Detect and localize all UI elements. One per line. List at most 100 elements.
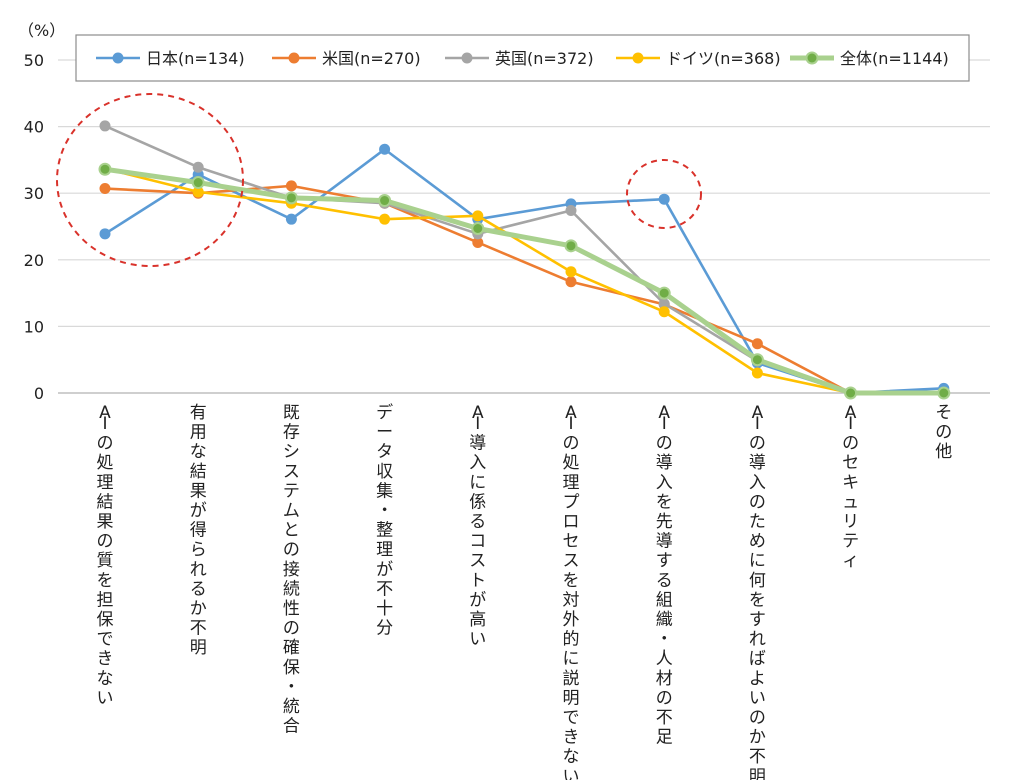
y-tick-label: 30 [24, 184, 44, 203]
category-label-char: を [656, 492, 673, 512]
category-label-char: ば [749, 649, 766, 669]
category-label-char: れ [190, 560, 207, 580]
category-label-char: を [563, 571, 580, 591]
category-label-char: が [376, 560, 393, 580]
category-label-char: 導 [656, 453, 673, 473]
category-label-char: ス [469, 551, 486, 571]
category-label-char: I [662, 414, 667, 434]
data-point [657, 286, 671, 300]
category-label-char: ト [469, 571, 486, 591]
legend-entry: 全体(n=1144) [790, 49, 949, 68]
category-label-char: の [97, 532, 114, 552]
legend-label: 全体(n=1144) [840, 49, 949, 68]
category-label-char: が [469, 590, 486, 610]
category-label-char: で [97, 630, 114, 650]
category-label-char: 導 [469, 434, 486, 454]
data-point [285, 180, 297, 192]
data-point [98, 162, 112, 176]
category-label-char: 入 [469, 453, 486, 473]
category-label-char: ロ [563, 512, 580, 532]
category-label-char: 導 [749, 453, 766, 473]
legend-swatch-marker [461, 52, 473, 64]
category-label-char: そ [935, 403, 952, 423]
legend: 日本(n=134) 米国(n=270) 英国(n=372) ドイツ(n=368) 全体(… [75, 34, 970, 82]
category-label-char: 保 [283, 658, 300, 678]
category-label-char: 結 [97, 492, 114, 512]
category-label-char: 十 [376, 599, 393, 619]
category-label-char: キ [842, 473, 859, 493]
category-label-char: 人 [656, 649, 673, 669]
category-label-char: ス [283, 462, 300, 482]
category-label-char: の [749, 708, 766, 728]
category-label-char: め [749, 532, 766, 552]
category-label-char: ィ [842, 551, 859, 571]
data-point [471, 221, 485, 235]
data-point [844, 386, 858, 400]
category-label-char: 不 [376, 579, 393, 599]
data-point [285, 213, 297, 225]
y-tick-label: 0 [34, 384, 44, 403]
category-label-char: 有 [190, 403, 207, 423]
category-label-char: リ [842, 512, 859, 532]
category-label-char: 処 [97, 453, 114, 473]
category-label-char: 性 [283, 599, 300, 619]
category-label-char: 対 [563, 590, 580, 610]
category-label-char: の [283, 540, 300, 560]
category-label-char: 不 [656, 708, 673, 728]
category-label-char: の [935, 423, 952, 443]
category-label-char: ュ [842, 492, 859, 512]
data-point [658, 298, 670, 310]
data-point [565, 276, 577, 288]
data-point [750, 353, 764, 367]
annotation-circle [56, 93, 244, 267]
category-label-char: と [283, 521, 300, 541]
legend-swatch-marker [112, 52, 124, 64]
category-label-char: プ [563, 492, 580, 512]
category-label-char: ・ [376, 501, 393, 521]
category-label-char: テ [283, 481, 300, 501]
data-point [565, 266, 577, 278]
category-label-char: す [749, 610, 766, 630]
category-label-char: 存 [283, 423, 300, 443]
legend-entry: 英国(n=372) [445, 49, 594, 68]
category-label-char: 既 [283, 403, 300, 423]
category-label-char: の [656, 688, 673, 708]
legend-entry: ドイツ(n=368) [616, 49, 781, 68]
category-label-char: 収 [376, 462, 393, 482]
category-label-char: が [190, 501, 207, 521]
y-tick-label: 10 [24, 317, 44, 336]
category-label-char: 入 [656, 473, 673, 493]
category-label-char: い [563, 767, 580, 780]
category-label-char: 分 [376, 619, 393, 639]
legend-label: 米国(n=270) [322, 49, 421, 68]
category-label-char: の [563, 434, 580, 454]
category-label-char: 材 [656, 669, 673, 689]
legend-swatch-marker [288, 52, 300, 64]
category-label-char: 果 [190, 481, 207, 501]
category-label-char: A [565, 403, 577, 423]
category-label-char: 何 [749, 571, 766, 591]
y-axis-ticks: 0 10 20 30 40 50 [24, 51, 44, 403]
category-label-char: セ [563, 532, 580, 552]
category-label-char: A [845, 403, 857, 423]
category-label-char: に [749, 551, 766, 571]
category-label-char: 織 [656, 610, 673, 630]
y-tick-label: 40 [24, 118, 44, 137]
category-label-char: I [568, 414, 573, 434]
category-label-char: 入 [749, 473, 766, 493]
category-label-char: 接 [283, 560, 300, 580]
data-point [751, 338, 763, 350]
category-label-char: き [97, 649, 114, 669]
category-label-char: の [749, 492, 766, 512]
data-point [99, 228, 111, 240]
y-tick-label: 20 [24, 251, 44, 270]
category-label-char: ら [190, 540, 207, 560]
data-point [192, 161, 204, 173]
